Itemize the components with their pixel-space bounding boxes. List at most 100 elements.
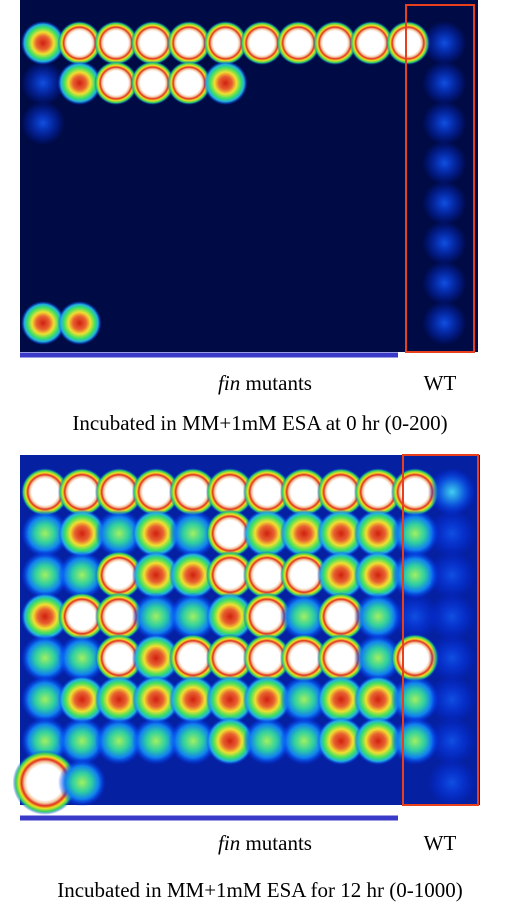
colony-spot (130, 61, 175, 105)
colony-spot (167, 61, 211, 105)
colony-spot (280, 634, 328, 682)
colony-spot (206, 717, 254, 765)
wt-label: WT (424, 831, 457, 855)
colony-spot (12, 750, 78, 815)
colony-spot (21, 551, 69, 599)
colony-spot (58, 758, 106, 807)
mutant-label-text: mutants (245, 371, 312, 395)
colony-spot (21, 468, 69, 516)
colony-spot (206, 592, 254, 641)
colony-spot (280, 717, 328, 765)
colony-spot (21, 301, 65, 345)
colony-spot (206, 468, 254, 516)
mutant-label: fin mutants (218, 831, 312, 855)
colony-spot (95, 551, 143, 599)
colony-spot (206, 675, 254, 724)
colony-spot (428, 509, 476, 558)
colony-spot (240, 21, 284, 65)
colony-spot (132, 717, 180, 765)
colony-spots (12, 468, 476, 815)
colony-spot (276, 21, 321, 65)
colony-spot (95, 592, 143, 641)
colony-spot (58, 468, 106, 516)
colony-spot (243, 675, 291, 724)
colony-spot (57, 301, 102, 345)
colony-spot (422, 261, 467, 305)
colony-spot (94, 61, 138, 105)
colony-spot (428, 634, 476, 682)
colony-spot (169, 509, 217, 558)
colony-spot (349, 21, 394, 65)
colony-spot (354, 468, 402, 516)
wt-box (405, 4, 475, 353)
caption: Incubated in MM+1mM ESA for 12 hr (0-100… (57, 878, 463, 902)
colony-spot (58, 634, 106, 682)
colony-spot (169, 592, 217, 641)
colony-spot (317, 509, 365, 558)
colony-spot (203, 61, 248, 105)
colony-spot (132, 509, 180, 558)
colony-spot (58, 551, 106, 599)
colony-spot (317, 717, 365, 765)
colony-spot (428, 675, 476, 724)
colony-spot (132, 592, 180, 641)
colony-spots (21, 21, 467, 345)
wt-box (402, 454, 479, 806)
colony-spot (132, 634, 180, 682)
colony-spot (58, 592, 106, 641)
colony-spot (57, 21, 102, 65)
colony-spot (354, 509, 402, 558)
colony-spot (169, 468, 217, 516)
colony-spot (422, 181, 467, 225)
mutant-label: fin mutants (218, 371, 312, 395)
colony-spot (167, 21, 211, 65)
colony-spot (206, 551, 254, 599)
colony-spot (317, 675, 365, 724)
colony-spot (317, 551, 365, 599)
colony-spot (422, 61, 467, 105)
colony-spot (58, 509, 106, 558)
colony-spot (21, 634, 69, 682)
colony-spot (58, 717, 106, 765)
colony-spot (206, 634, 254, 682)
colony-spot (95, 675, 143, 724)
mutant-label-text: mutants (245, 831, 312, 855)
colony-spot (95, 717, 143, 765)
colony-spot (169, 717, 217, 765)
colony-spot (21, 61, 65, 105)
colony-spot (206, 509, 254, 558)
colony-spot (94, 21, 138, 65)
colony-spot (169, 551, 217, 599)
colony-spot (317, 468, 365, 516)
colony-spot (386, 21, 430, 65)
colony-spot (280, 592, 328, 641)
colony-spot (21, 101, 65, 145)
colony-spot (243, 592, 291, 641)
colony-spot (132, 675, 180, 724)
colony-spot (21, 592, 69, 641)
colony-spot (132, 468, 180, 516)
colony-spot (317, 592, 365, 641)
colony-spot (428, 758, 476, 807)
colony-spot (422, 101, 467, 145)
colony-spot (132, 551, 180, 599)
mutant-label-italic: fin (218, 371, 240, 395)
colony-spot (354, 675, 402, 724)
colony-spot (422, 21, 467, 65)
colony-spot (354, 592, 402, 641)
colony-spot (58, 675, 106, 724)
colony-spot (95, 509, 143, 558)
colony-spot (428, 468, 476, 516)
colony-spot (354, 717, 402, 765)
colony-spot (280, 509, 328, 558)
colony-spot (21, 675, 69, 724)
colony-spot (169, 634, 217, 682)
colony-spot (169, 675, 217, 724)
colony-spot (422, 221, 467, 265)
colony-spot (243, 509, 291, 558)
colony-spot (428, 717, 476, 765)
colony-spot (130, 21, 175, 65)
colony-spot (21, 509, 69, 558)
colony-spot (354, 551, 402, 599)
